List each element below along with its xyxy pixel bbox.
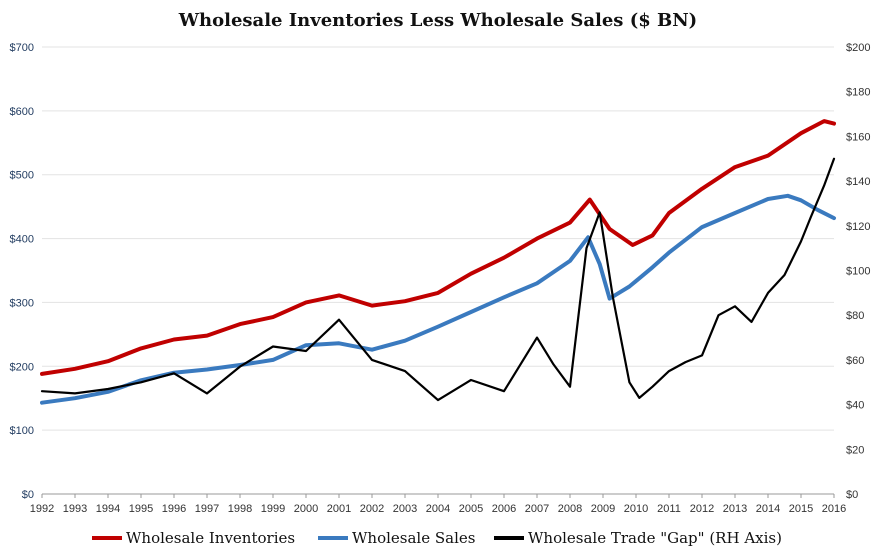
- right-tick-label: $0: [846, 489, 858, 501]
- x-tick-label: 1995: [129, 503, 153, 515]
- left-tick-label: $100: [10, 425, 34, 437]
- series-line-1: [40, 119, 836, 376]
- x-axis: 1992 1993 1994 1995 1996 1997 1998 1999 2000 2001…: [30, 493, 846, 515]
- right-tick-label: $100: [846, 266, 870, 278]
- x-tick-label: 2015: [789, 503, 813, 515]
- x-tick-label: 2013: [723, 503, 747, 515]
- right-tick-label: $40: [846, 400, 864, 412]
- x-tick-label: 2007: [525, 503, 549, 515]
- right-axis: $0 $20 $40 $60 $80 $100 $120 $140 $160 $180 $200: [846, 42, 870, 501]
- x-tick-label: 2002: [360, 503, 384, 515]
- x-tick-label: 1994: [96, 503, 120, 515]
- right-tick-label: $80: [846, 310, 864, 322]
- right-tick-label: $120: [846, 221, 870, 233]
- right-tick-label: $200: [846, 42, 870, 54]
- x-tick-label: 1997: [195, 503, 219, 515]
- left-tick-label: $0: [22, 489, 34, 501]
- series-line-2: [40, 193, 836, 405]
- x-tick-label: 2003: [393, 503, 417, 515]
- x-tick-label: 2012: [690, 503, 714, 515]
- x-tick-label: 1996: [162, 503, 186, 515]
- x-tick-label: 2016: [822, 503, 846, 515]
- legend-label: Wholesale Sales: [352, 529, 475, 547]
- x-tick-label: 2014: [756, 503, 780, 515]
- left-tick-label: $700: [10, 42, 34, 54]
- left-tick-label: $300: [10, 297, 34, 309]
- left-tick-label: $600: [10, 106, 34, 118]
- legend-label: Wholesale Trade "Gap" (RH Axis): [528, 529, 782, 547]
- series-lines: [40, 119, 836, 405]
- x-tick-label: 1993: [63, 503, 87, 515]
- x-tick-label: 1992: [30, 503, 54, 515]
- x-tick-label: 2011: [657, 503, 681, 515]
- x-tick-label: 2008: [558, 503, 582, 515]
- x-tick-label: 2009: [591, 503, 615, 515]
- x-tick-label: 1998: [228, 503, 252, 515]
- right-tick-label: $140: [846, 176, 870, 188]
- right-tick-label: $60: [846, 355, 864, 367]
- x-tick-label: 2006: [492, 503, 516, 515]
- grid: [42, 46, 834, 495]
- right-tick-label: $20: [846, 444, 864, 456]
- left-tick-label: $200: [10, 361, 34, 373]
- left-axis: $0 $100 $200 $300 $400 $500 $600 $700: [10, 42, 34, 501]
- x-tick-label: 2004: [426, 503, 450, 515]
- x-tick-label: 1999: [261, 503, 285, 515]
- right-tick-label: $180: [846, 87, 870, 99]
- right-tick-label: $160: [846, 131, 870, 143]
- legend-label: Wholesale Inventories: [126, 529, 295, 547]
- x-tick-label: 2005: [459, 503, 483, 515]
- legend: Wholesale Inventories Wholesale Sales Whol…: [92, 529, 782, 547]
- series-line-3: [40, 157, 836, 402]
- chart-title: Wholesale Inventories Less Wholesale Sal…: [178, 10, 697, 31]
- x-tick-label: 2000: [294, 503, 318, 515]
- x-tick-label: 2010: [624, 503, 648, 515]
- x-tick-label: 2001: [327, 503, 351, 515]
- left-tick-label: $500: [10, 170, 34, 182]
- left-tick-label: $400: [10, 234, 34, 246]
